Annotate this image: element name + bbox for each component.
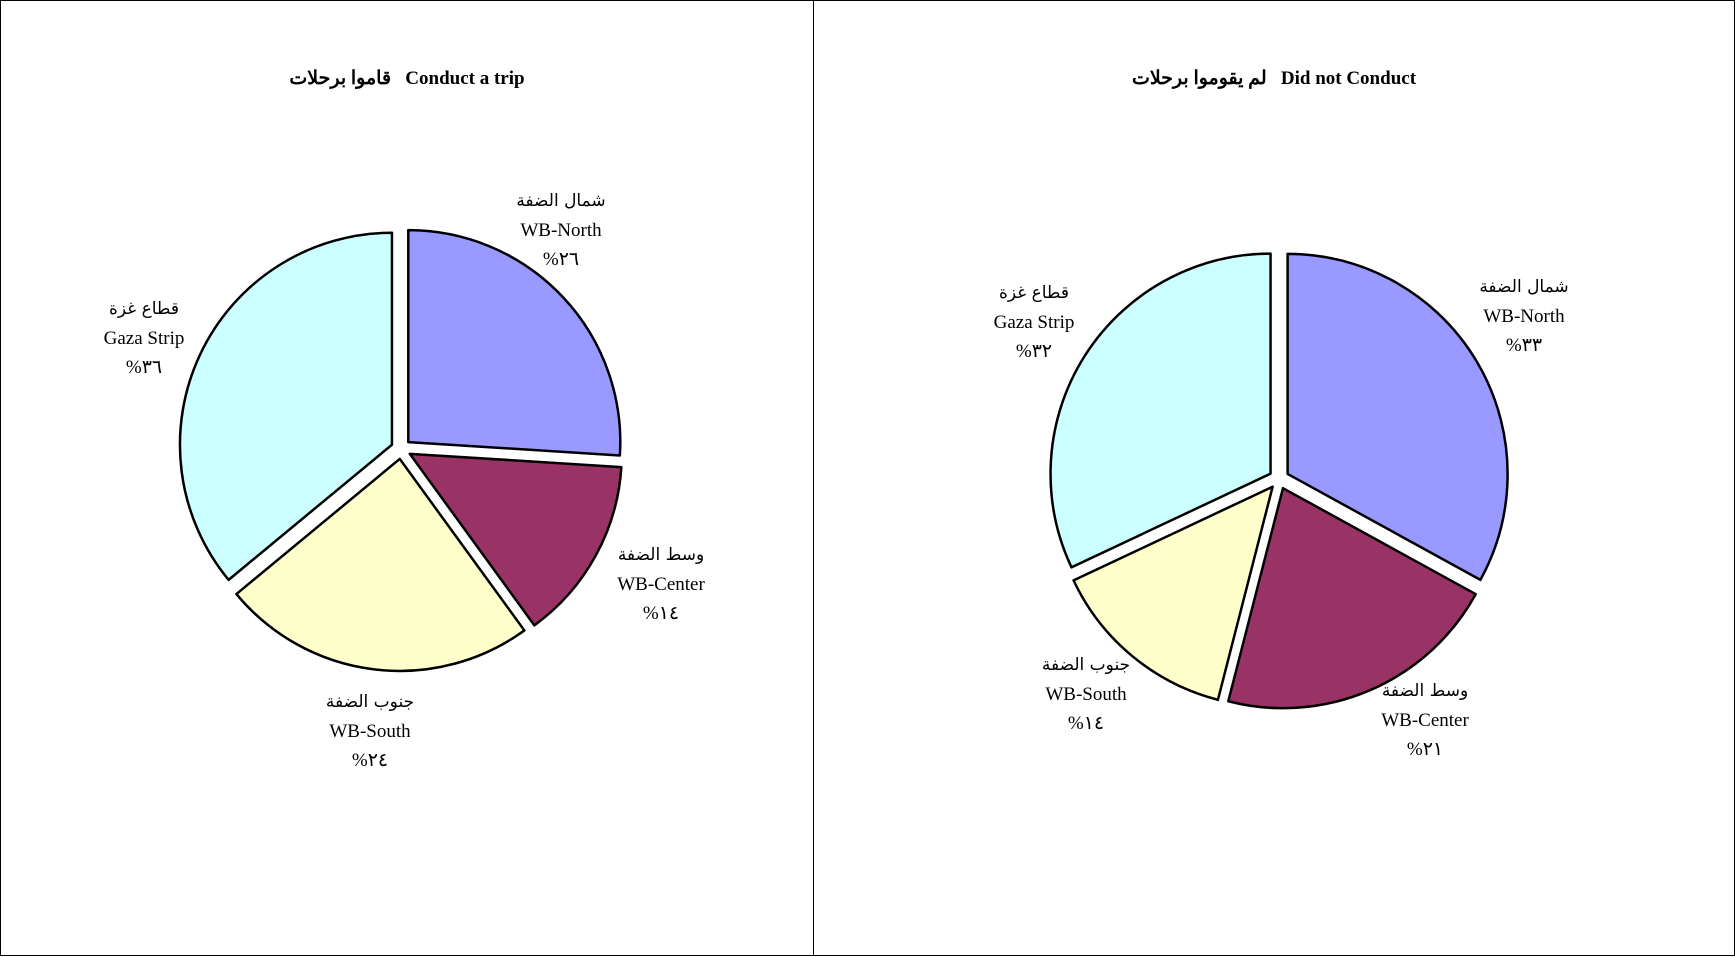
- slice-label-en: WB-South: [1045, 684, 1127, 705]
- slice-value: %٢١: [1406, 739, 1444, 760]
- slice-label-en: Gaza Strip: [103, 328, 185, 349]
- chart-title-en: Conduct a trip: [405, 68, 525, 89]
- pie-slice-center: [408, 452, 623, 627]
- slice-label-en: WB-Center: [1381, 710, 1469, 731]
- slice-label-en: Gaza Strip: [993, 312, 1075, 333]
- pie-chart-conduct: [178, 228, 623, 673]
- slice-label-north: شمال الضفة WB-North %٣٣: [1479, 273, 1568, 360]
- slice-value: %٣٣: [1505, 335, 1543, 356]
- chart-title-ar: قاموا برحلات: [289, 68, 392, 89]
- chart-title-en: Did not Conduct: [1280, 68, 1417, 89]
- slice-label-en: WB-Center: [617, 574, 705, 595]
- pie-chart-did-not-conduct: [1049, 252, 1509, 710]
- slice-label-ar: وسط الضفة: [617, 545, 705, 565]
- slice-label-south: جنوب الضفة WB-South %١٤: [1042, 651, 1130, 738]
- slice-value: %٣٦: [125, 357, 163, 378]
- slice-label-center: وسط الضفة WB-Center %١٤: [617, 541, 705, 628]
- chart-title-ar: لم يقوموا برحلات: [1131, 68, 1267, 89]
- slice-label-ar: جنوب الضفة: [1041, 655, 1131, 675]
- chart-panel-did-not-conduct: لم يقوموا برحلات Did not Conduct شمال ال…: [813, 0, 1735, 956]
- pie-slice-gaza: [1049, 252, 1272, 569]
- slice-label-en: WB-North: [520, 220, 602, 241]
- chart-title: قاموا برحلات Conduct a trip: [1, 67, 813, 90]
- slice-value: %٢٦: [542, 249, 580, 270]
- slice-label-gaza: قطاع غزة Gaza Strip %٣٦: [104, 295, 185, 382]
- chart-title: لم يقوموا برحلات Did not Conduct: [814, 67, 1734, 90]
- pie-slice-north: [407, 228, 622, 457]
- slice-value: %٢٤: [351, 750, 389, 771]
- pie-slice-south: [235, 457, 526, 673]
- slice-label-ar: قطاع غزة: [109, 299, 179, 319]
- slice-label-ar: قطاع غزة: [999, 283, 1069, 303]
- slice-label-center: وسط الضفة WB-Center %٢١: [1381, 677, 1469, 764]
- chart-panel-conduct: قاموا برحلات Conduct a trip شمال الضفة W…: [0, 0, 814, 956]
- pie-slice-center: [1227, 486, 1478, 710]
- pie-slice-north: [1286, 252, 1509, 582]
- slice-label-gaza: قطاع غزة Gaza Strip %٣٢: [994, 279, 1075, 366]
- slice-value: %٣٢: [1015, 341, 1053, 362]
- slice-label-en: WB-North: [1483, 306, 1565, 327]
- slice-value: %١٤: [642, 603, 680, 624]
- slice-label-ar: وسط الضفة: [1381, 681, 1469, 701]
- slice-label-ar: جنوب الضفة: [325, 692, 415, 712]
- slice-value: %١٤: [1067, 713, 1105, 734]
- slice-label-south: جنوب الضفة WB-South %٢٤: [326, 688, 414, 775]
- slice-label-north: شمال الضفة WB-North %٢٦: [516, 187, 605, 274]
- pie-slice-gaza: [178, 231, 394, 582]
- slice-label-en: WB-South: [329, 721, 411, 742]
- slice-label-ar: شمال الضفة: [1479, 277, 1569, 297]
- pie-slice-south: [1072, 485, 1274, 702]
- slice-label-ar: شمال الضفة: [516, 191, 606, 211]
